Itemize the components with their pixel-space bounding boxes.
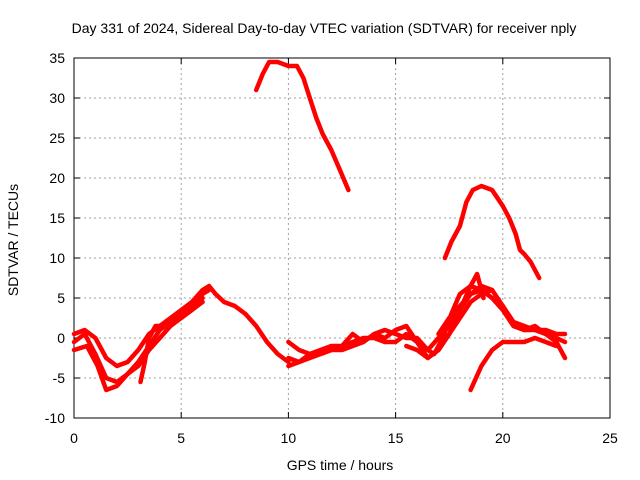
y-tick-label: 0 bbox=[57, 330, 65, 346]
axis-ticks bbox=[73, 57, 611, 419]
series-line-track-10 bbox=[436, 283, 568, 361]
y-tick-label: -10 bbox=[45, 410, 65, 426]
series-line-track-8 bbox=[286, 283, 568, 365]
x-axis-label: GPS time / hours bbox=[287, 457, 394, 473]
y-tick-labels: -10 -5 0 5 10 15 20 25 30 35 bbox=[45, 50, 65, 426]
series-line-track-9 bbox=[404, 271, 486, 361]
y-axis-label: SDTVAR / TECUs bbox=[5, 184, 21, 296]
x-tick-label: 25 bbox=[602, 430, 618, 446]
y-tick-label: 5 bbox=[57, 290, 65, 306]
y-tick-label: 30 bbox=[49, 90, 65, 106]
series-line-track-11 bbox=[442, 183, 542, 281]
grid-lines bbox=[74, 58, 610, 418]
series-line-track-6 bbox=[286, 287, 568, 357]
x-tick-label: 10 bbox=[281, 430, 297, 446]
plot-frame bbox=[73, 57, 611, 419]
y-tick-label: 15 bbox=[49, 210, 65, 226]
series-line-track-4 bbox=[138, 299, 205, 385]
series-line-track-12 bbox=[468, 335, 559, 393]
y-tick-label: 25 bbox=[49, 130, 65, 146]
x-tick-labels: 0 5 10 15 20 25 bbox=[70, 430, 618, 446]
x-tick-label: 5 bbox=[177, 430, 185, 446]
series-line-track-1 bbox=[71, 283, 291, 369]
x-tick-label: 0 bbox=[70, 430, 78, 446]
series-line-track-5 bbox=[253, 59, 351, 193]
chart-title: Day 331 of 2024, Sidereal Day-to-day VTE… bbox=[72, 20, 577, 36]
x-tick-label: 20 bbox=[495, 430, 511, 446]
y-tick-label: 20 bbox=[49, 170, 65, 186]
y-tick-label: 10 bbox=[49, 250, 65, 266]
y-tick-label: -5 bbox=[53, 370, 66, 386]
y-tick-label: 35 bbox=[49, 50, 65, 66]
x-tick-label: 15 bbox=[388, 430, 404, 446]
series-group bbox=[71, 59, 568, 393]
